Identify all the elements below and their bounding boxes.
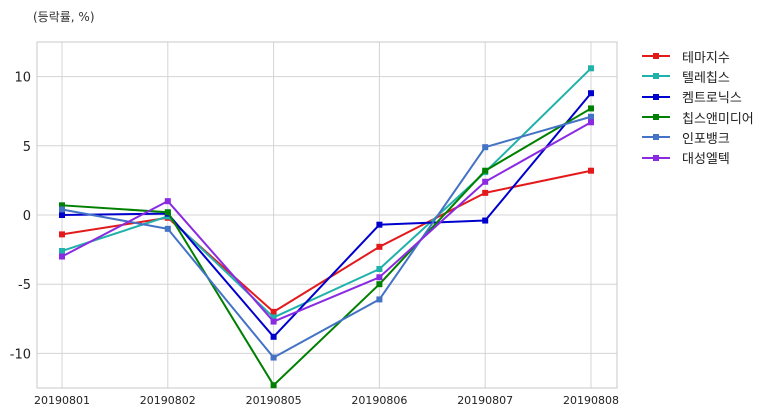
y-tick-label: 5 xyxy=(23,140,31,155)
series-6 xyxy=(59,119,594,325)
data-point xyxy=(376,296,383,303)
data-point xyxy=(270,308,277,315)
legend-label: 인포뱅크 xyxy=(682,131,730,147)
series-line xyxy=(61,169,592,313)
legend-label: 텔레칩스 xyxy=(682,70,730,86)
y-tick-label: -5 xyxy=(18,278,31,293)
series-group xyxy=(59,65,594,389)
legend-swatch xyxy=(640,49,672,63)
data-point xyxy=(376,221,383,228)
data-point xyxy=(59,231,65,238)
legend-label: 테마지수 xyxy=(682,50,730,66)
legend-label: 칩스앤미디어 xyxy=(682,111,754,127)
series-5 xyxy=(59,113,594,361)
x-tick-label: 20190801 xyxy=(34,394,90,407)
data-point xyxy=(588,113,594,120)
data-point xyxy=(164,209,171,216)
data-point xyxy=(59,206,65,213)
data-point xyxy=(482,178,489,185)
plot-frame xyxy=(36,41,618,389)
data-point xyxy=(270,382,277,389)
data-point xyxy=(482,189,489,196)
x-tick-label: 20190808 xyxy=(563,394,619,407)
legend-item: 텔레칩스 xyxy=(640,66,754,86)
data-point xyxy=(588,167,594,174)
data-point xyxy=(482,167,489,174)
y-tick-label: 10 xyxy=(14,71,31,86)
legend-label: 켐트로닉스 xyxy=(682,91,742,107)
data-point xyxy=(270,333,277,340)
data-point xyxy=(59,247,65,254)
unit-label: (등락률, %) xyxy=(33,10,95,24)
legend-swatch xyxy=(640,130,672,144)
series-line xyxy=(61,67,592,319)
data-point xyxy=(376,265,383,272)
data-point xyxy=(588,90,594,97)
data-point xyxy=(588,105,594,112)
legend-item: 대성엘텍 xyxy=(640,147,754,167)
legend-swatch xyxy=(640,90,672,104)
legend-item: 켐트로닉스 xyxy=(640,87,754,107)
series-line xyxy=(61,121,592,323)
data-point xyxy=(164,225,171,232)
series-4 xyxy=(59,105,594,389)
x-tick-label: 20190807 xyxy=(457,394,513,407)
y-tick-label: 0 xyxy=(23,209,31,224)
y-tick-label: -10 xyxy=(10,347,31,362)
data-point xyxy=(270,318,277,325)
data-point xyxy=(588,65,594,72)
data-point xyxy=(59,253,65,260)
data-point xyxy=(59,212,65,218)
data-point xyxy=(270,354,277,361)
x-tick-label: 20190802 xyxy=(140,394,196,407)
series-line xyxy=(61,115,592,359)
data-point xyxy=(482,144,489,151)
axes: 20190801 20190802 20190805 20190806 20190807… xyxy=(10,71,619,407)
x-tick-label: 20190805 xyxy=(246,394,302,407)
data-point xyxy=(376,281,383,288)
data-point xyxy=(270,314,277,321)
legend-item: 칩스앤미디어 xyxy=(640,107,754,127)
data-point xyxy=(164,198,171,205)
data-point xyxy=(59,202,65,209)
data-point xyxy=(376,274,383,281)
data-point xyxy=(482,217,489,224)
series-line xyxy=(61,107,592,387)
legend-item: 테마지수 xyxy=(640,46,754,66)
legend-swatch xyxy=(640,110,672,124)
data-point xyxy=(588,119,594,126)
data-point xyxy=(376,243,383,250)
legend-swatch xyxy=(640,69,672,83)
series-line xyxy=(61,92,592,338)
legend-item: 인포뱅크 xyxy=(640,127,754,147)
legend-label: 대성엘텍 xyxy=(682,152,730,168)
x-tick-label: 20190806 xyxy=(351,394,407,407)
legend-swatch xyxy=(640,151,672,165)
